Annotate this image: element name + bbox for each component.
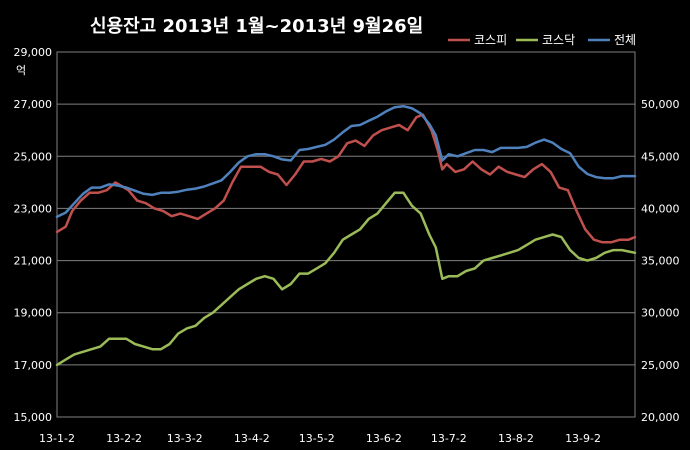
series-line — [55, 191, 637, 367]
chart-title: 신용잔고 2013년 1월~2013년 9월26일 — [90, 16, 423, 37]
x-tick-label: 13-8-2 — [498, 432, 534, 445]
series-lines — [55, 104, 637, 367]
left-tick-label: 29,000 — [14, 46, 53, 59]
x-tick-label: 13-2-2 — [106, 432, 142, 445]
x-tick-label: 13-6-2 — [366, 432, 402, 445]
legend-label: 코스닥 — [542, 33, 575, 47]
legend: 코스피 코스닥 전체 — [448, 33, 636, 47]
left-tick-label: 19,000 — [14, 307, 53, 320]
right-tick-label: 35,000 — [641, 255, 680, 268]
x-tick-label: 13-7-2 — [431, 432, 467, 445]
series-line — [55, 104, 637, 219]
x-tick-label: 13-1-2 — [39, 432, 75, 445]
legend-label: 전체 — [614, 33, 636, 47]
right-tick-label: 45,000 — [641, 150, 680, 163]
x-axis: 13-1-2 13-2-2 13-3-2 13-4-2 13-5-2 13-6-2 13-7… — [39, 432, 601, 445]
left-axis-unit: 억 — [16, 64, 26, 77]
x-tick-label: 13-4-2 — [234, 432, 270, 445]
left-axis: 15,000 17,000 19,000 21,000 23,000 25,000 27,0… — [14, 46, 53, 424]
series-line — [55, 113, 637, 244]
left-tick-label: 27,000 — [14, 98, 53, 111]
right-tick-label: 30,000 — [641, 307, 680, 320]
left-tick-label: 25,000 — [14, 150, 53, 163]
right-tick-label: 40,000 — [641, 202, 680, 215]
x-tick-label: 13-3-2 — [167, 432, 203, 445]
plot-area — [56, 51, 636, 418]
left-tick-label: 17,000 — [14, 359, 53, 372]
right-tick-label: 50,000 — [641, 98, 680, 111]
right-tick-label: 20,000 — [641, 411, 680, 424]
left-tick-label: 23,000 — [14, 202, 53, 215]
right-tick-label: 25,000 — [641, 359, 680, 372]
legend-label: 코스피 — [474, 33, 507, 47]
left-tick-label: 21,000 — [14, 255, 53, 268]
left-tick-label: 15,000 — [14, 411, 53, 424]
x-tick-label: 13-5-2 — [299, 432, 335, 445]
right-axis: 20,000 25,000 30,000 35,000 40,000 45,000 50,0… — [641, 98, 680, 424]
x-tick-label: 13-9-2 — [565, 432, 601, 445]
